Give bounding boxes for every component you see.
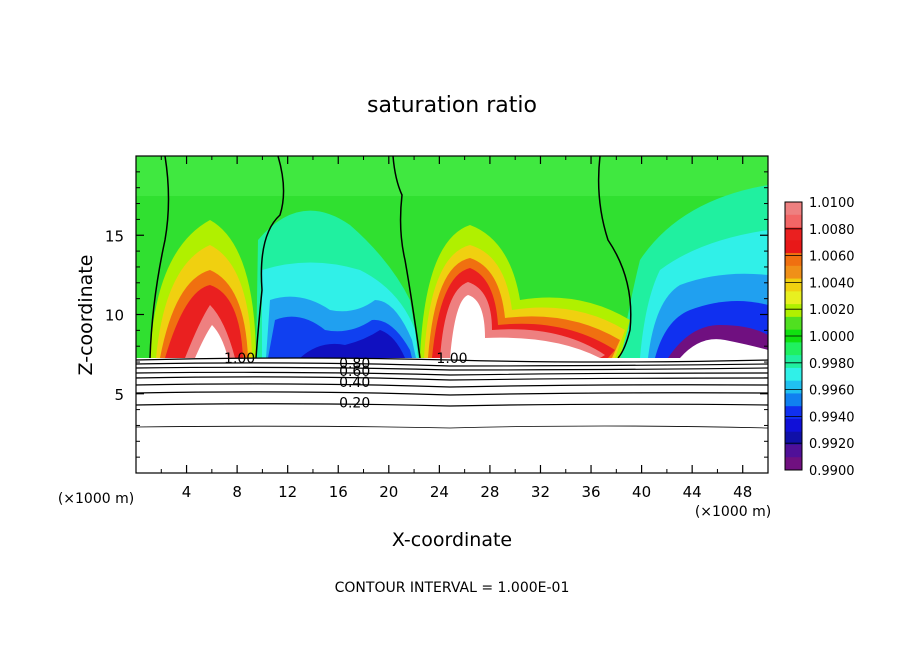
- colorbar-swatch: [785, 355, 802, 369]
- colorbar-tick-label: 0.9980: [809, 357, 855, 372]
- lower-contours: [136, 357, 768, 429]
- colorbar: 1.0100 1.0080 1.0060 1.0040 1.0020 1.0000 0.99…: [784, 196, 855, 479]
- saturation-contour-3: [392, 156, 421, 358]
- field-moist-plume-2f: [450, 295, 600, 358]
- y-tick-label: 5: [114, 386, 124, 404]
- colorbar-tick-label: 1.0080: [809, 223, 855, 238]
- colorbar-swatch: [785, 202, 802, 216]
- x-tick-label: 12: [278, 483, 297, 501]
- contour-label: 0.80: [339, 356, 370, 372]
- colorbar-tick-label: 1.0100: [809, 196, 855, 211]
- field-moist-plume-1f: [195, 325, 228, 358]
- contour-labels: 1.00 1.00 0.800.600.40 0.20: [224, 351, 468, 411]
- contour-line: [136, 366, 768, 371]
- contour-line: [136, 357, 768, 363]
- colorbar-swatch: [785, 380, 802, 394]
- colorbar-swatch: [785, 367, 802, 382]
- x-tick-label: 48: [733, 483, 752, 501]
- colorbar-tick-label: 0.9960: [809, 384, 855, 399]
- x-tick-label: 40: [632, 483, 651, 501]
- colorbar-swatch: [785, 418, 802, 433]
- colorbar-swatch: [785, 304, 802, 318]
- colorbar-swatch: [785, 342, 802, 356]
- contour-label: 0.40: [339, 375, 370, 391]
- y-axis: 5 10 15: [105, 171, 768, 458]
- x-tick-label: 24: [430, 483, 449, 501]
- contour-line: [136, 403, 768, 407]
- contour-interval-text: CONTOUR INTERVAL = 1.000E-01: [335, 580, 570, 596]
- x-tick-label: 44: [683, 483, 702, 501]
- field-top-band: [136, 156, 768, 196]
- x-axis-label: X-coordinate: [392, 529, 512, 551]
- colorbar-swatch: [785, 393, 802, 407]
- y-tick-label: 10: [105, 307, 124, 325]
- saturation-contour-1: [149, 156, 170, 358]
- y-axis-label: Z-coordinate: [75, 255, 97, 376]
- contour-label: 0.20: [339, 395, 370, 411]
- contour-line: [136, 376, 768, 381]
- contour-label: 1.00: [436, 351, 467, 367]
- colorbar-swatch: [785, 214, 802, 229]
- contour-line: [136, 425, 768, 429]
- x-tick-label: 4: [182, 483, 192, 501]
- x-tick-label: 20: [379, 483, 398, 501]
- contour-label: 1.00: [224, 351, 255, 367]
- colorbar-tick-label: 1.0020: [809, 303, 855, 318]
- colorbar-swatch: [785, 444, 802, 458]
- colorbar-swatch: [785, 265, 802, 280]
- contour-line: [136, 391, 768, 396]
- colorbar-swatch: [785, 240, 802, 254]
- colorbar-swatch: [785, 278, 802, 292]
- colorbar-tick-label: 1.0060: [809, 250, 855, 265]
- x-tick-label: 8: [232, 483, 242, 501]
- x-tick-label: 32: [531, 483, 550, 501]
- colorbar-swatch: [785, 431, 802, 445]
- chart-title: saturation ratio: [367, 93, 537, 118]
- saturation-contour-4: [597, 156, 632, 358]
- saturation-contour-2: [255, 156, 285, 358]
- x-tick-label: 16: [329, 483, 348, 501]
- colorbar-swatch: [785, 227, 802, 241]
- field-dry-region-2f: [680, 339, 768, 358]
- colorbar-tick-label: 1.0040: [809, 276, 855, 291]
- x-tick-label: 28: [480, 483, 499, 501]
- colorbar-swatch: [785, 406, 802, 420]
- x-axis: 4 8 12 16 20 24 28 32 36 40 44 48: [160, 156, 752, 501]
- colorbar-swatch: [785, 316, 802, 331]
- colorbar-swatch: [785, 457, 802, 471]
- colorbar-swatch: [785, 291, 802, 305]
- y-tick-label: 15: [105, 227, 124, 245]
- colorbar-tick-label: 0.9920: [809, 437, 855, 452]
- contour-line: [136, 371, 768, 376]
- x-unit-label: (×1000 m): [58, 491, 134, 507]
- contour-line: [136, 362, 768, 367]
- contour-line: [136, 383, 768, 388]
- x-unit-label-right: (×1000 m): [695, 504, 771, 520]
- colorbar-tick-label: 1.0000: [809, 330, 855, 345]
- x-tick-label: 36: [581, 483, 600, 501]
- plot-area: 1.00 1.00 0.800.600.40 0.20: [135, 155, 769, 474]
- colorbar-tick-label: 0.9900: [809, 464, 855, 479]
- contour-label: 0.60: [339, 364, 370, 380]
- colorbar-tick-label: 0.9940: [809, 410, 855, 425]
- field-dry-region-1e: [300, 330, 405, 358]
- colorbar-swatch: [785, 253, 802, 267]
- heatmap-field: [136, 156, 768, 358]
